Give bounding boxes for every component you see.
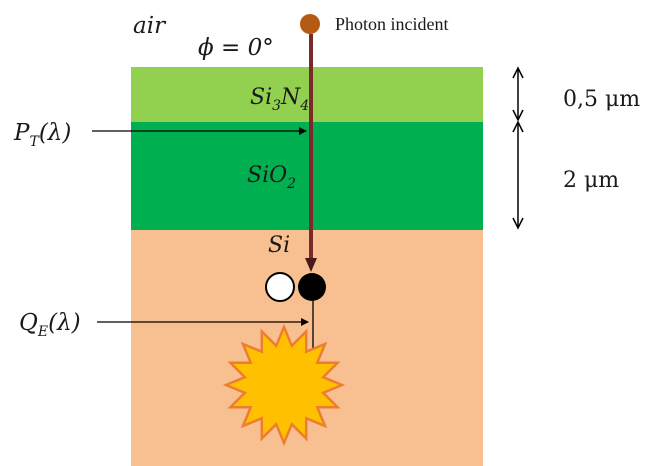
photon-dot [300,14,320,34]
hole-circle [265,272,295,302]
signal-starburst-icon [222,323,346,447]
layer-sio2 [131,122,483,230]
thickness-dimension-sio2 [512,120,524,230]
thickness-label-sio2: 2 μm [563,168,619,193]
layer-label-si: Si [268,233,290,258]
layer-label-si3n4: Si3N4 [250,85,309,114]
qe-label: QE(λ) [19,310,81,340]
photon-incident-label: Photon incident [335,14,449,34]
layer-si3n4 [131,67,483,122]
layer-label-sio2: SiO2 [247,163,296,192]
pt-label: PT(λ) [13,120,71,150]
thickness-dimension-si3n4 [512,66,524,122]
electron-circle [298,273,326,301]
photon-path-arrowhead [305,258,317,272]
thickness-label-si3n4: 0,5 μm [563,87,640,112]
angle-label: ϕ = 0° [198,35,274,61]
air-label: air [133,13,167,39]
